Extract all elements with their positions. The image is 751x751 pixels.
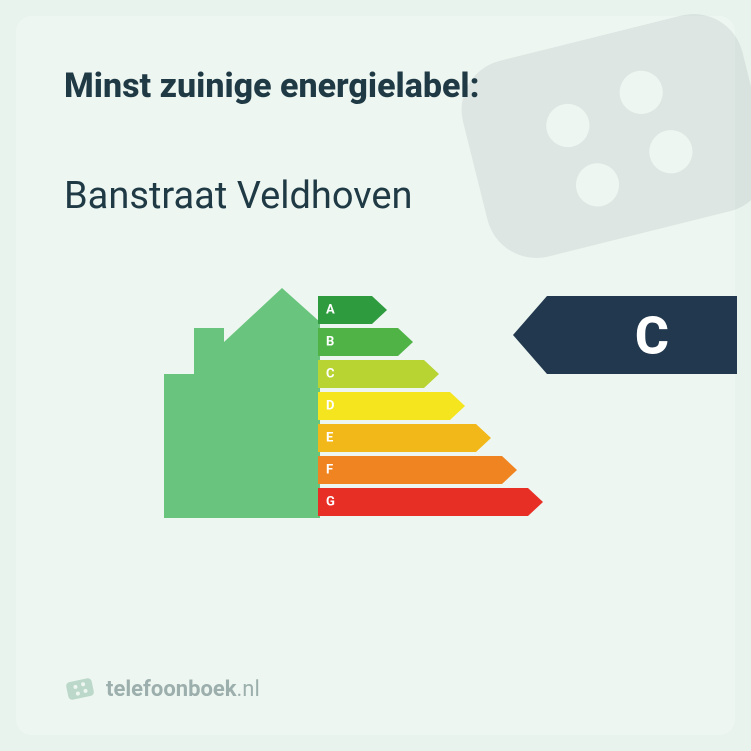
energy-bar-label: D bbox=[326, 399, 334, 414]
bg-decoration-icon bbox=[435, 0, 751, 316]
energy-bar-label: C bbox=[326, 367, 335, 382]
energy-bar-label: B bbox=[326, 335, 334, 350]
energy-bar-label: G bbox=[326, 495, 335, 510]
footer: telefoonboek.nl bbox=[64, 673, 260, 705]
energy-bar-label: A bbox=[326, 303, 335, 318]
highlight-badge: C bbox=[513, 296, 737, 378]
footer-brand-bold: telefoonboek bbox=[106, 677, 237, 702]
footer-logo-icon bbox=[64, 673, 96, 705]
highlight-badge-label: C bbox=[635, 305, 669, 366]
energy-bar-label: E bbox=[326, 431, 333, 446]
energy-bar-label: F bbox=[326, 463, 333, 478]
card: Minst zuinige energielabel: Banstraat Ve… bbox=[16, 16, 735, 735]
footer-brand-light: .nl bbox=[237, 677, 260, 702]
energy-chart: A B C D E F G C bbox=[64, 278, 687, 558]
footer-brand: telefoonboek.nl bbox=[106, 677, 260, 702]
house-icon bbox=[164, 288, 320, 518]
